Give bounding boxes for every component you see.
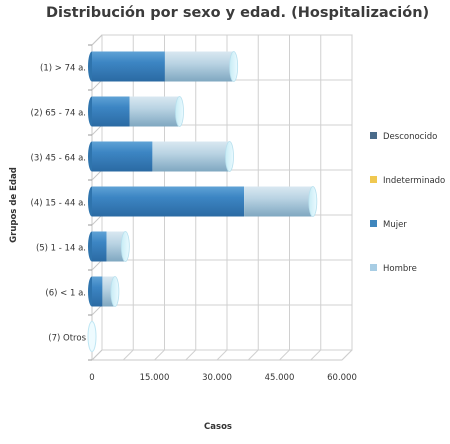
x-tick-label: 15.000 [140, 373, 170, 383]
legend-item: Mujer [370, 220, 407, 230]
legend-label: Desconocido [383, 132, 437, 142]
bar-right-cap [175, 96, 184, 127]
chart-title: Distribución por sexo y edad. (Hospitali… [46, 5, 430, 21]
grid-line-floor [185, 349, 197, 361]
grid-line-floor [341, 349, 353, 361]
x-tick-label: 30.000 [202, 373, 232, 383]
bars [87, 51, 318, 352]
legend-item: Hombre [370, 264, 417, 274]
legend-label: Indeterminado [383, 176, 445, 186]
bar-mujer [92, 186, 245, 217]
bar-right-cap [120, 231, 130, 262]
grid-line-floor [279, 349, 290, 361]
grid-line-separator-side [91, 214, 103, 226]
legend-swatch [370, 132, 377, 139]
bar-mujer [92, 231, 107, 262]
legend-swatch [370, 220, 377, 227]
x-tick-label: 45.000 [265, 373, 295, 383]
grid-line-separator-side [91, 169, 103, 181]
legend-item: Indeterminado [370, 176, 445, 186]
grid-line-separator-side [91, 259, 103, 271]
bar-group [88, 51, 239, 82]
bar-empty-cap [87, 321, 97, 352]
grid-line-separator-side [91, 124, 103, 136]
bar-right-cap [308, 186, 318, 217]
bar-hombre [244, 186, 313, 217]
legend-label: Mujer [383, 220, 407, 230]
legend-item: Desconocido [370, 132, 437, 142]
bar-right-cap [229, 51, 239, 82]
bar-hombre [164, 51, 234, 82]
x-axis-title: Casos [204, 422, 232, 432]
bar-mujer [92, 96, 130, 127]
bar-group [88, 141, 234, 172]
grid-line-separator-side [91, 79, 103, 91]
grid-line-floor [154, 349, 165, 361]
bar-hombre [106, 231, 126, 262]
bar-hombre [129, 96, 180, 127]
grid-line-floor [310, 349, 322, 361]
bar-group [88, 186, 318, 217]
x-tick-label: 0 [89, 373, 94, 383]
y-tick-label: (4) 15 - 44 a. [31, 199, 86, 209]
axis-labels: (1) > 74 a. (2) 65 - 74 a. (3) 45 - 64 a. (… [9, 64, 357, 433]
grid-line-floor [122, 349, 134, 361]
grid-line-floor [216, 349, 228, 361]
grid-line-floor [247, 349, 259, 361]
bar-group [87, 321, 97, 352]
bar-group [88, 276, 120, 307]
bar-mujer [92, 51, 165, 82]
bar-right-cap [225, 141, 234, 172]
y-tick-label: (2) 65 - 74 a. [31, 109, 86, 119]
legend-swatch [370, 264, 377, 271]
grid-line-separator-side [91, 304, 103, 316]
legend-label: Hombre [383, 264, 417, 274]
bar-right-cap [110, 276, 120, 307]
grid-line-separator-side [91, 34, 103, 46]
bar-group [88, 96, 184, 127]
x-tick-label: 60.000 [327, 373, 357, 383]
y-axis-title: Grupos de Edad [9, 167, 19, 243]
legend: Desconocido Indeterminado Mujer Hombre [370, 132, 445, 274]
y-tick-label: (1) > 74 a. [40, 64, 86, 74]
legend-swatch [370, 176, 377, 183]
y-tick-label: (3) 45 - 64 a. [31, 154, 86, 164]
bar-hombre [152, 141, 230, 172]
y-tick-label: (5) 1 - 14 a. [36, 244, 86, 254]
bar-group [88, 231, 130, 262]
bar-mujer [92, 276, 103, 307]
grid-line-separator-side [91, 349, 103, 361]
y-tick-label: (6) < 1 a. [45, 289, 86, 299]
bar-mujer [92, 141, 153, 172]
y-tick-label: (7) Otros [48, 334, 86, 344]
